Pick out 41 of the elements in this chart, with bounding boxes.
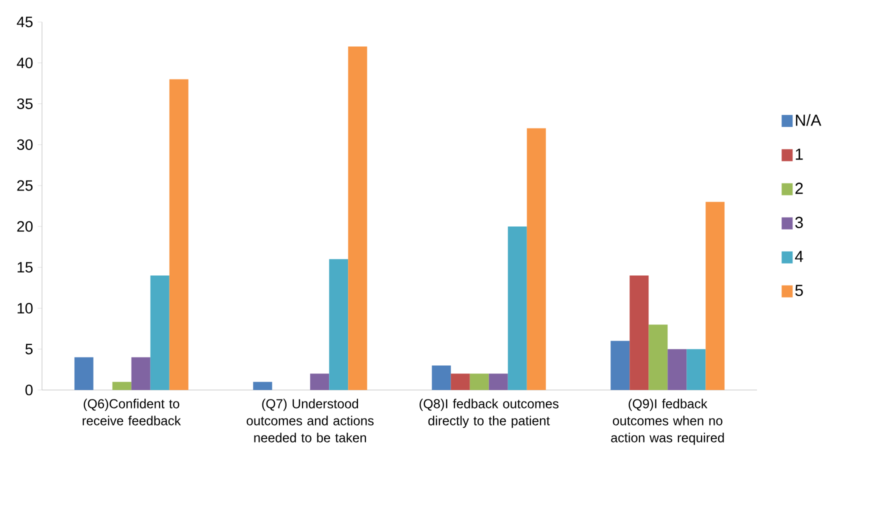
x-tick-label: (Q7) Understood outcomes and actions needed to be taken — [246, 398, 374, 442]
y-tick-label: 25 — [17, 180, 33, 191]
legend-label: 3 — [795, 216, 803, 228]
bar — [706, 202, 725, 390]
bar — [648, 324, 668, 390]
y-tick-label: 5 — [25, 344, 33, 354]
bar — [253, 382, 272, 390]
legend-label: 5 — [795, 284, 803, 296]
bar — [470, 374, 489, 390]
y-tick-label: 40 — [16, 58, 33, 68]
bar — [169, 79, 188, 390]
bar — [329, 259, 348, 390]
bar — [526, 128, 546, 390]
bar — [150, 276, 170, 390]
x-tick-label: (Q9)I fedback outcomes when no action was required — [611, 398, 724, 445]
bar — [508, 226, 527, 390]
y-tick-label: 30 — [17, 139, 33, 150]
y-tick-label: 35 — [17, 98, 33, 110]
y-tick-label: 20 — [17, 221, 33, 232]
bar — [488, 374, 508, 390]
x-tick-label: (Q6)Confident to receive feedback — [82, 398, 181, 426]
bar — [668, 349, 687, 390]
bar — [74, 357, 94, 390]
bar — [432, 365, 451, 390]
bar — [112, 382, 132, 390]
legend-label: 2 — [795, 182, 803, 194]
bar — [131, 357, 150, 390]
legend-label: N/A — [796, 114, 822, 126]
bar — [310, 374, 330, 390]
bar — [348, 46, 368, 390]
y-tick-label: 45 — [16, 16, 33, 28]
bar — [686, 349, 706, 390]
y-tick-label: 10 — [18, 302, 33, 314]
bar — [450, 374, 470, 390]
y-tick-label: 0 — [25, 384, 33, 396]
y-tick-label: 15 — [18, 262, 33, 273]
x-tick-label: (Q8)I fedback outcomes directly to the patient — [420, 398, 558, 428]
legend-label: 1 — [796, 148, 803, 160]
bar — [610, 340, 630, 390]
bar — [630, 276, 649, 390]
legend-label: 4 — [795, 250, 804, 262]
